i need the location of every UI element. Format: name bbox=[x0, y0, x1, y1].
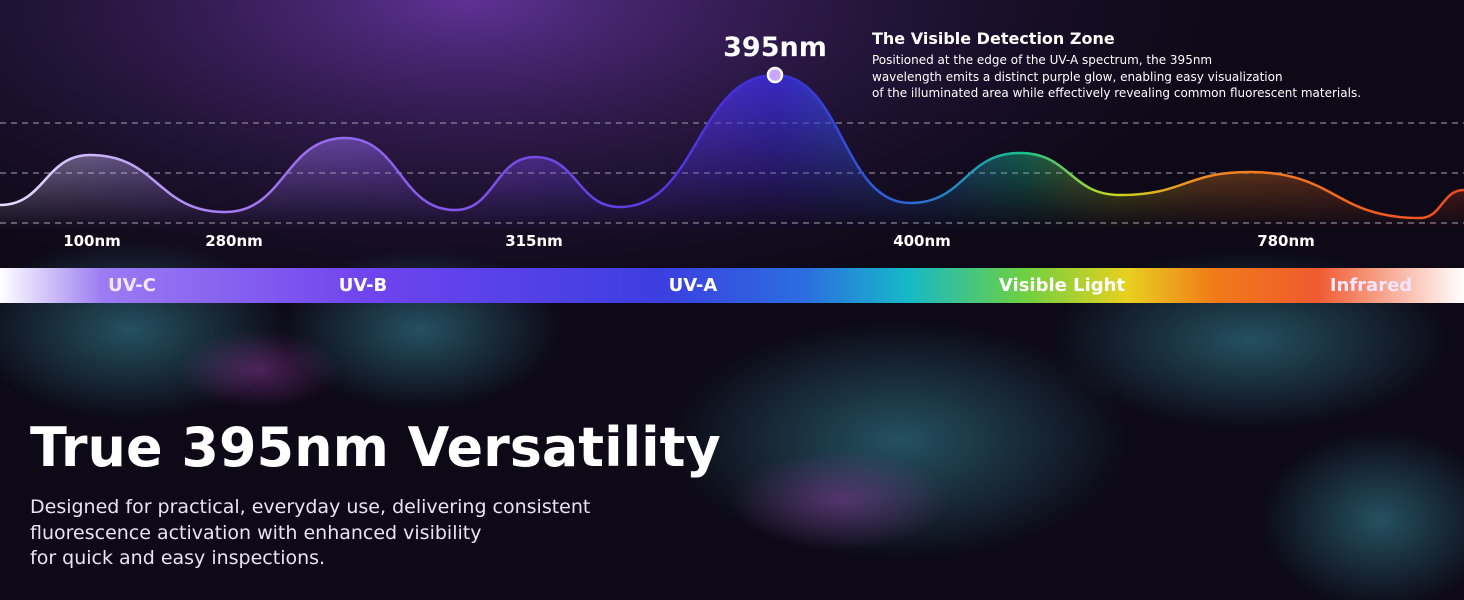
body-text: fluorescence activation with enhanced vi… bbox=[30, 521, 482, 544]
peak-label: 395nm bbox=[723, 32, 827, 63]
wavelength-label: 315nm bbox=[505, 232, 563, 250]
body-text: for quick and easy inspections. bbox=[30, 547, 326, 569]
band-label: UV-B bbox=[338, 275, 388, 296]
callout-title: The Visible Detection Zone bbox=[872, 29, 1115, 48]
callout-text: wavelength emits a distinct purple glow,… bbox=[872, 69, 1283, 84]
band-label: UV-C bbox=[108, 275, 156, 296]
band-label: UV-A bbox=[668, 275, 718, 296]
body-text: Designed for practical, everyday use, de… bbox=[30, 496, 591, 518]
wavelength-label: 780nm bbox=[1257, 232, 1315, 250]
band-label: Infrared bbox=[1329, 275, 1413, 296]
wavelength-label: 280nm bbox=[205, 232, 263, 250]
headline: True 395nm Versatility bbox=[30, 416, 721, 479]
wavelength-label: 100nm bbox=[63, 232, 121, 250]
band-label: Visible Light bbox=[998, 275, 1126, 296]
callout-text: Positioned at the edge of the UV-A spect… bbox=[872, 53, 1213, 67]
wavelength-label: 400nm bbox=[893, 232, 951, 250]
callout-text: of the illuminated area while effectivel… bbox=[872, 86, 1362, 100]
